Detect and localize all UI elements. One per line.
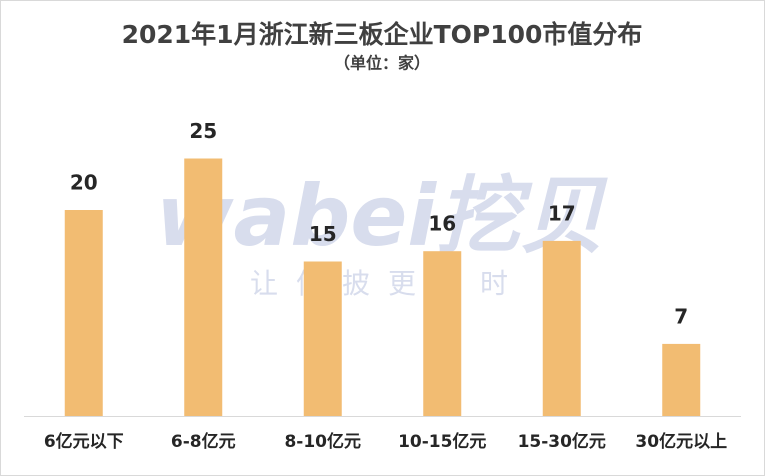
bar (662, 343, 701, 416)
value-label: 20 (70, 171, 98, 195)
value-label: 17 (548, 201, 576, 225)
x-tick-label: 30亿元以上 (635, 431, 727, 452)
bar (303, 261, 342, 416)
bar (64, 210, 103, 416)
x-tick-label: 10-15亿元 (398, 431, 486, 452)
chart-subtitle: （单位：家） (334, 54, 430, 73)
chart-title: 2021年1月浙江新三板企业TOP100市值分布 (122, 20, 643, 49)
bar (542, 240, 581, 416)
value-label: 7 (674, 304, 688, 328)
watermark-slogan: 让信披更及时 (250, 267, 526, 300)
watermark-logo: wabei挖贝 (156, 167, 608, 265)
value-label: 15 (309, 222, 337, 246)
value-label: 25 (189, 119, 217, 143)
value-label: 16 (428, 212, 456, 236)
x-tick-label: 6亿元以下 (44, 431, 124, 452)
bar (184, 158, 223, 416)
x-tick-label: 6-8亿元 (171, 431, 236, 452)
x-tick-label: 15-30亿元 (518, 431, 606, 452)
bar (423, 251, 462, 416)
x-tick-label: 8-10亿元 (284, 431, 361, 452)
